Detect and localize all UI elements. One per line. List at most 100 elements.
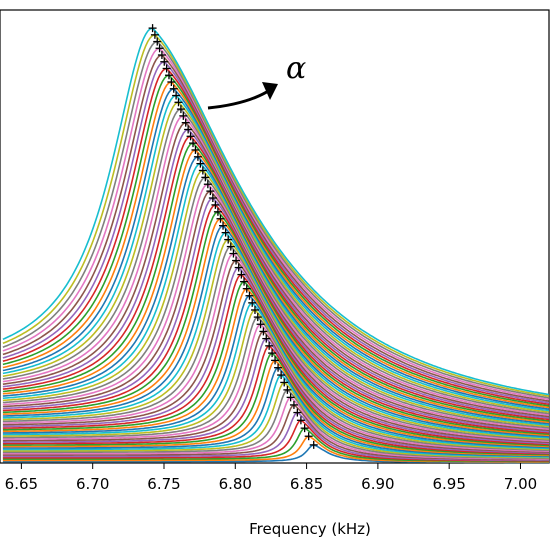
peak-marker: [221, 228, 230, 237]
peak-marker: [179, 111, 188, 120]
peak-marker: [172, 91, 181, 100]
response-curve: [2, 33, 550, 397]
response-curve: [2, 162, 550, 426]
peak-marker: [242, 284, 251, 293]
response-curve: [2, 360, 550, 457]
response-curve: [2, 404, 549, 461]
response-curves: [2, 27, 550, 464]
peak-marker: [309, 440, 318, 449]
peak-marker: [150, 30, 159, 39]
peak-marker: [160, 57, 169, 66]
peak-marker: [193, 152, 202, 161]
response-curve: [2, 366, 549, 457]
peak-marker: [167, 77, 176, 86]
response-curve: [2, 381, 549, 459]
plot-frame: [0, 9, 550, 464]
peak-marker: [283, 385, 292, 394]
peak-marker: [237, 270, 246, 279]
peak-marker: [203, 180, 212, 189]
peak-marker: [256, 320, 265, 329]
response-curve: [2, 203, 550, 434]
x-tick-label: 6.85: [290, 475, 323, 493]
peak-marker: [304, 432, 313, 441]
response-curve: [2, 330, 550, 453]
peak-marker: [162, 64, 171, 73]
response-curve: [2, 238, 550, 440]
peak-marker: [286, 393, 295, 402]
x-tick-label: 6.65: [5, 475, 38, 493]
x-tick-label: 6.80: [219, 475, 252, 493]
response-curve: [2, 40, 550, 399]
x-tick-label: 6.75: [147, 475, 180, 493]
response-curve: [2, 225, 550, 438]
peak-marker: [148, 24, 157, 33]
x-tick-label: 6.95: [432, 475, 465, 493]
response-curve: [2, 149, 550, 424]
response-curve: [2, 266, 550, 445]
response-curve: [2, 169, 550, 428]
peak-marker: [206, 187, 215, 196]
peak-marker: [277, 371, 286, 380]
peak-marker: [164, 71, 173, 80]
annotation-label: α: [286, 51, 306, 86]
peak-marker: [271, 356, 280, 365]
response-curve: [2, 389, 549, 460]
peak-marker: [155, 44, 164, 53]
response-curve: [2, 316, 550, 452]
peak-markers: [148, 24, 318, 449]
peak-marker: [198, 166, 207, 175]
response-curve: [2, 245, 550, 441]
x-tick-label: 7.00: [504, 475, 537, 493]
x-tick-label: 6.90: [361, 475, 394, 493]
peak-marker: [176, 105, 185, 114]
peak-marker: [274, 363, 283, 372]
peak-marker: [153, 37, 162, 46]
response-curve: [2, 287, 550, 448]
peak-marker: [248, 298, 257, 307]
response-curve: [2, 115, 550, 416]
peak-marker: [296, 416, 305, 425]
x-tick-label: 6.70: [76, 475, 109, 493]
peak-marker: [280, 378, 289, 387]
response-curve: [2, 74, 550, 407]
x-axis: 6.65 6.70 6.75 6.80 6.85 6.90 6.95 7.00: [5, 463, 537, 493]
annotation-arrowhead: [262, 82, 278, 100]
peak-marker: [245, 291, 254, 300]
peak-marker: [211, 200, 220, 209]
peak-marker: [174, 98, 183, 107]
response-curve: [2, 295, 550, 449]
peak-marker: [262, 334, 271, 343]
response-curve: [2, 27, 550, 396]
response-curve: [2, 156, 550, 425]
peak-marker: [226, 242, 235, 251]
response-curve: [2, 142, 550, 422]
peak-marker: [253, 313, 262, 322]
peak-marker: [213, 207, 222, 216]
response-curve: [2, 259, 550, 444]
peak-marker: [189, 139, 198, 148]
peak-marker: [169, 84, 178, 93]
peak-marker: [268, 349, 277, 358]
response-curve: [2, 81, 550, 409]
peak-marker: [300, 424, 309, 433]
response-curve: [2, 211, 550, 435]
peak-marker: [191, 145, 200, 154]
response-curve: [2, 308, 550, 451]
response-curve: [2, 176, 550, 429]
response-curve: [2, 87, 550, 410]
alpha-annotation: α: [207, 51, 306, 110]
response-curve: [2, 54, 550, 402]
x-axis-label: Frequency (kHz): [249, 520, 371, 538]
peak-marker: [259, 327, 268, 336]
peak-marker: [224, 235, 233, 244]
peak-marker: [232, 256, 241, 265]
response-curve: [2, 302, 549, 450]
response-curve: [2, 253, 550, 442]
peak-marker: [289, 400, 298, 409]
response-curve: [2, 128, 550, 419]
peak-marker: [240, 277, 249, 286]
response-curve: [2, 101, 550, 413]
response-curve: [2, 121, 550, 418]
